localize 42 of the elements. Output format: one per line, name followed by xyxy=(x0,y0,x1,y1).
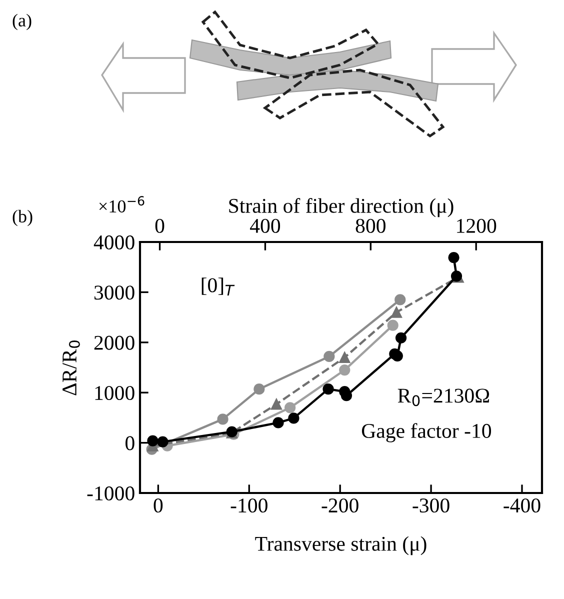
x-tick-label: 0 xyxy=(154,498,163,513)
point xyxy=(339,352,350,364)
point xyxy=(390,306,402,318)
point xyxy=(395,332,407,344)
annotation: Gage factor -10 xyxy=(362,423,492,442)
y-tick-label: 1000 xyxy=(95,386,134,400)
y-tick-label: 0 xyxy=(126,436,134,450)
x-tick-label: -300 xyxy=(412,498,450,513)
point xyxy=(284,402,296,414)
x-tick-label: -100 xyxy=(230,498,268,513)
annotation: R$_{0}$=2130Ω xyxy=(398,388,490,406)
x-tick-label: -400 xyxy=(504,498,540,513)
point xyxy=(339,364,350,376)
point xyxy=(394,294,406,306)
text: ×10$^{−6}$ xyxy=(99,196,144,212)
point xyxy=(322,384,334,395)
text: (a) xyxy=(12,14,32,30)
point xyxy=(217,414,228,425)
point xyxy=(288,412,300,424)
x2-tick-label: 800 xyxy=(356,218,386,233)
point xyxy=(387,320,398,331)
x2-tick-label: 1200 xyxy=(457,218,496,233)
text: (b) xyxy=(12,210,32,226)
y-axis-title: ΔR/R$_{0}$ xyxy=(62,340,80,396)
x2-axis-title: Strain of fiber direction (μ) xyxy=(229,198,454,218)
annotation: [0]$_{T}$ xyxy=(202,278,235,296)
y-tick-label: 3000 xyxy=(94,286,134,300)
x2-tick-label: 400 xyxy=(250,218,280,233)
point xyxy=(157,436,168,448)
point xyxy=(254,384,265,395)
x-axis-title: Transverse strain (μ) xyxy=(255,536,426,556)
x-tick-label: -200 xyxy=(322,498,358,513)
point xyxy=(272,417,284,428)
y-tick-label: 4000 xyxy=(94,235,134,250)
point xyxy=(147,435,158,446)
point xyxy=(324,350,335,362)
y-tick-label: 2000 xyxy=(94,336,134,350)
point xyxy=(392,350,403,362)
point xyxy=(448,252,460,264)
point xyxy=(270,398,282,410)
y-tick-label: -1000 xyxy=(87,486,134,500)
x2-tick-label: 0 xyxy=(155,218,164,233)
